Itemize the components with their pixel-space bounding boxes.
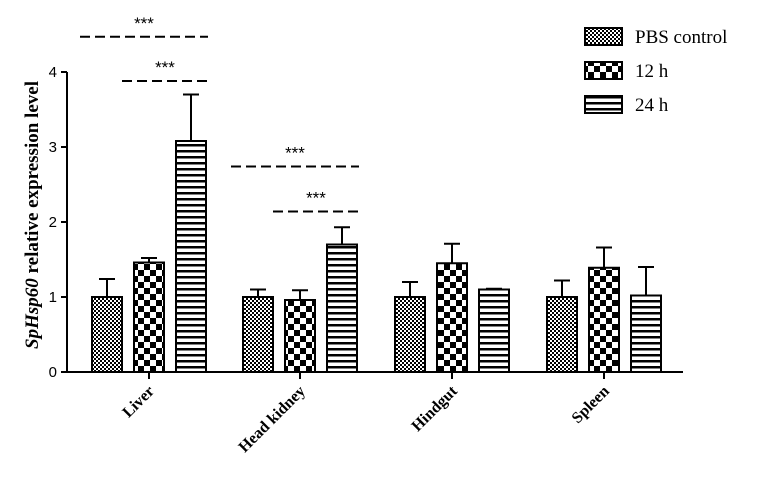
- significance-label: ***: [306, 189, 326, 208]
- legend-swatch: [584, 27, 623, 46]
- y-tick-label: 3: [49, 139, 57, 156]
- y-axis-label: SpHsp60 relative expression level: [22, 81, 43, 349]
- bar: [326, 243, 358, 373]
- legend-label: 24 h: [635, 95, 669, 116]
- axes: 0 1 2 3 4 Liver Head kidney Hindgut Spleen: [49, 64, 683, 456]
- bar: [91, 296, 123, 373]
- significance-label: ***: [285, 144, 305, 163]
- significance-label: ***: [134, 14, 154, 33]
- significance-label: ***: [155, 58, 175, 77]
- legend-swatch: [584, 61, 623, 80]
- bar: [630, 294, 662, 373]
- bar: [478, 288, 510, 373]
- y-tick-label: 2: [49, 214, 57, 231]
- y-tick-label: 4: [49, 64, 57, 81]
- error-bars: [99, 93, 654, 300]
- bar: [436, 262, 468, 373]
- bar: [175, 140, 207, 373]
- y-tick-label: 0: [49, 364, 57, 381]
- x-tick-label: Head kidney: [236, 383, 309, 456]
- significance-marks: *** *** *** ***: [80, 14, 359, 213]
- bar: [242, 296, 274, 373]
- bar: [284, 299, 316, 373]
- y-tick-label: 1: [49, 289, 57, 306]
- bars: [91, 140, 662, 373]
- bar: [394, 296, 426, 373]
- bar: [546, 296, 578, 373]
- legend-swatch: [584, 95, 623, 114]
- x-tick-label: Hindgut: [409, 382, 462, 435]
- legend-label: 12 h: [635, 61, 669, 82]
- legend-label: PBS control: [635, 27, 727, 48]
- bar: [588, 266, 620, 373]
- x-tick-label: Liver: [119, 383, 157, 421]
- bar: [133, 261, 165, 373]
- x-tick-label: Spleen: [569, 383, 613, 427]
- legend: PBS control 12 h 24 h: [584, 27, 727, 116]
